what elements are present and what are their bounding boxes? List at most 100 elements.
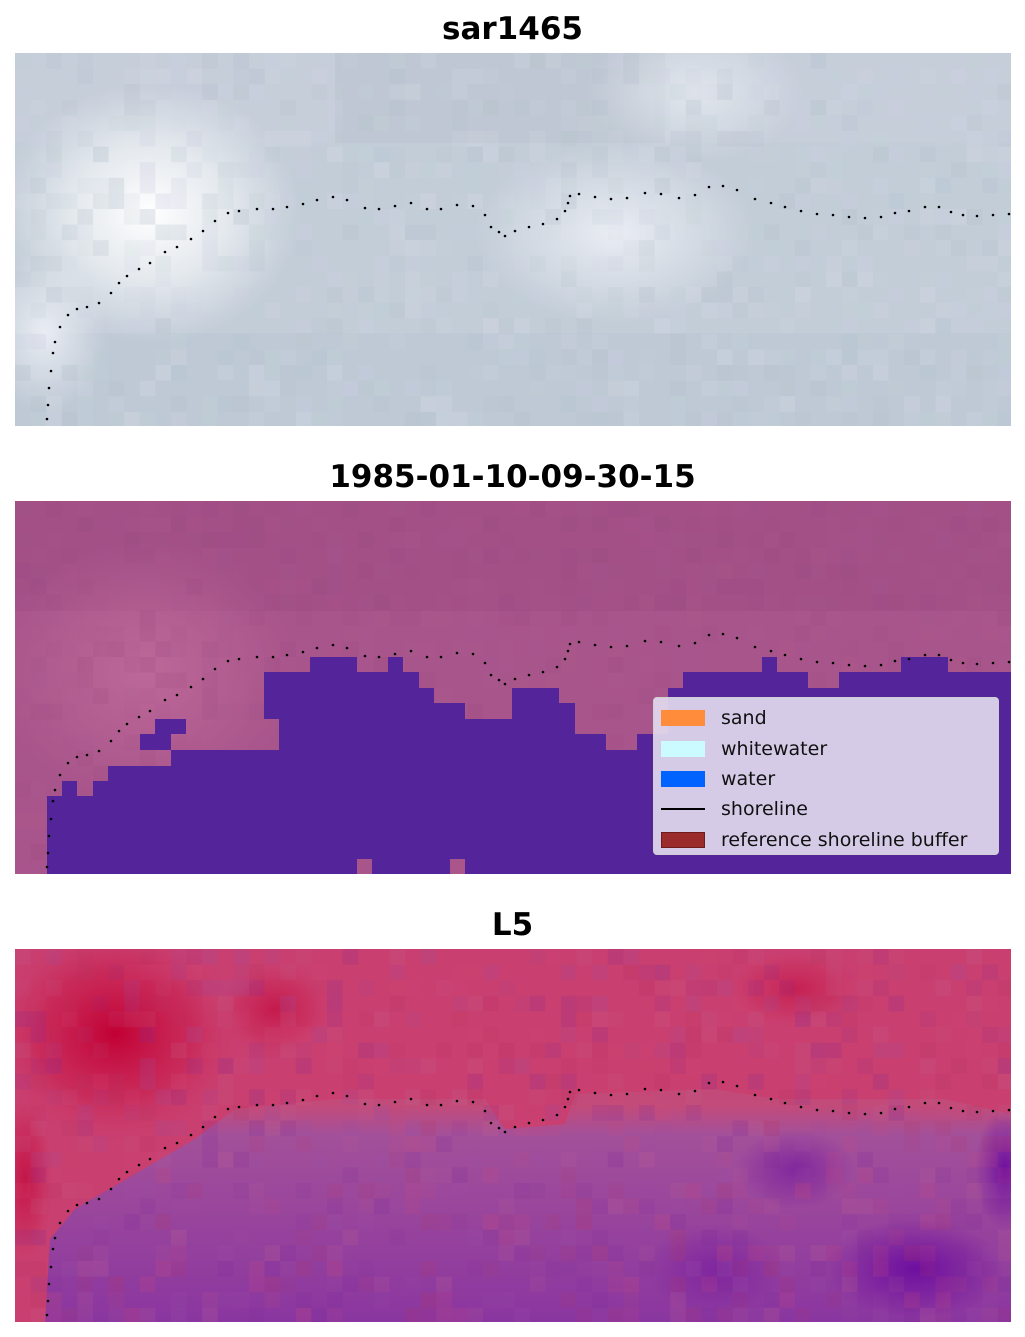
shoreline-point — [51, 351, 55, 355]
shoreline-point — [85, 753, 89, 757]
shoreline-point — [799, 1105, 803, 1109]
shoreline-point — [285, 205, 289, 209]
shoreline-point — [625, 196, 629, 200]
shoreline-point — [555, 665, 559, 669]
shoreline-point — [541, 670, 545, 674]
shoreline-point — [991, 1109, 995, 1113]
legend-item-reference-buffer: reference shoreline buffer — [654, 825, 998, 855]
shoreline-point — [66, 313, 70, 317]
legend-item-whitewater: whitewater — [654, 733, 998, 763]
shoreline-point — [363, 654, 367, 658]
shoreline-point — [735, 1084, 739, 1088]
shoreline-point — [769, 1097, 773, 1101]
shoreline-point — [991, 213, 995, 217]
shoreline-point — [66, 1209, 70, 1213]
shoreline-point — [213, 219, 217, 223]
shoreline-point — [643, 639, 647, 643]
shoreline-point — [345, 198, 349, 202]
shoreline-point — [721, 1080, 725, 1084]
shoreline-point — [1007, 1108, 1011, 1112]
shoreline-point — [483, 213, 487, 217]
shoreline-point — [46, 1299, 50, 1303]
shoreline-point — [85, 1201, 89, 1205]
shoreline-point — [175, 1141, 179, 1145]
shoreline-point — [568, 1090, 572, 1094]
shoreline-point — [97, 1197, 101, 1201]
shoreline-point — [497, 1126, 501, 1130]
reference-buffer-swatch — [661, 831, 705, 848]
panel-title-sar: sar1465 — [442, 11, 583, 47]
shoreline-point — [163, 250, 167, 254]
shoreline-point — [271, 655, 275, 659]
shoreline-point — [315, 1094, 319, 1098]
shoreline-point — [109, 1187, 113, 1191]
shoreline-point — [937, 1101, 941, 1105]
shoreline-point — [58, 1221, 62, 1225]
shoreline-point — [237, 1105, 241, 1109]
shoreline-point — [541, 1118, 545, 1122]
shoreline-point — [315, 198, 319, 202]
shoreline-point — [271, 1103, 275, 1107]
shoreline-point — [45, 1313, 49, 1317]
l5-image — [15, 949, 1011, 1322]
shoreline-point — [345, 646, 349, 650]
shoreline-point — [125, 722, 129, 726]
shoreline-point — [783, 205, 787, 209]
shoreline-point — [148, 261, 152, 265]
shoreline-point — [593, 195, 597, 199]
shoreline-point — [879, 1111, 883, 1115]
shoreline-point — [53, 788, 57, 792]
shoreline-point — [527, 1121, 531, 1125]
shoreline-swatch — [661, 808, 705, 811]
shoreline-point — [148, 1157, 152, 1161]
shoreline-point — [541, 222, 545, 226]
shoreline-point — [503, 234, 507, 238]
shoreline-point — [471, 652, 475, 656]
shoreline-point — [815, 212, 819, 216]
shoreline-point — [47, 834, 51, 838]
shoreline-point — [175, 245, 179, 249]
shoreline-point — [58, 773, 62, 777]
shoreline-point — [975, 214, 979, 218]
shoreline-point — [863, 1112, 867, 1116]
shoreline-point — [363, 206, 367, 210]
shoreline-point — [439, 655, 443, 659]
shoreline-point — [893, 1107, 897, 1111]
shoreline-point — [58, 325, 62, 329]
shoreline-point — [189, 685, 193, 689]
shoreline-point — [97, 301, 101, 305]
shoreline-point — [226, 659, 230, 663]
shoreline-point — [735, 636, 739, 640]
shoreline-point — [847, 215, 851, 219]
shoreline-point — [643, 191, 647, 195]
shoreline-point — [753, 1093, 757, 1097]
legend-item-sand: sand — [654, 703, 998, 733]
shoreline-point — [961, 213, 965, 217]
shoreline-point — [439, 207, 443, 211]
shoreline-point — [799, 209, 803, 213]
shoreline-point — [455, 651, 459, 655]
shoreline-point — [255, 655, 259, 659]
shoreline-point — [285, 1101, 289, 1105]
shoreline-point — [148, 709, 152, 713]
shoreline-point — [659, 640, 663, 644]
shoreline-point — [137, 267, 141, 271]
shoreline-point — [555, 217, 559, 221]
shoreline-point — [923, 1101, 927, 1105]
shoreline-point — [53, 1236, 57, 1240]
shoreline-point — [693, 1089, 697, 1093]
shoreline-point — [991, 661, 995, 665]
shoreline-point — [75, 307, 79, 311]
shoreline-point — [85, 305, 89, 309]
shoreline-point — [609, 1093, 613, 1097]
shoreline-point — [893, 211, 897, 215]
l5-image-panel — [15, 949, 1011, 1322]
shoreline-point — [693, 193, 697, 197]
shoreline-point — [213, 667, 217, 671]
shoreline-point — [163, 698, 167, 702]
shoreline — [45, 632, 1011, 869]
shoreline-point — [593, 643, 597, 647]
shoreline-point — [213, 1115, 217, 1119]
shoreline-point — [907, 209, 911, 213]
shoreline-point — [47, 1282, 51, 1286]
